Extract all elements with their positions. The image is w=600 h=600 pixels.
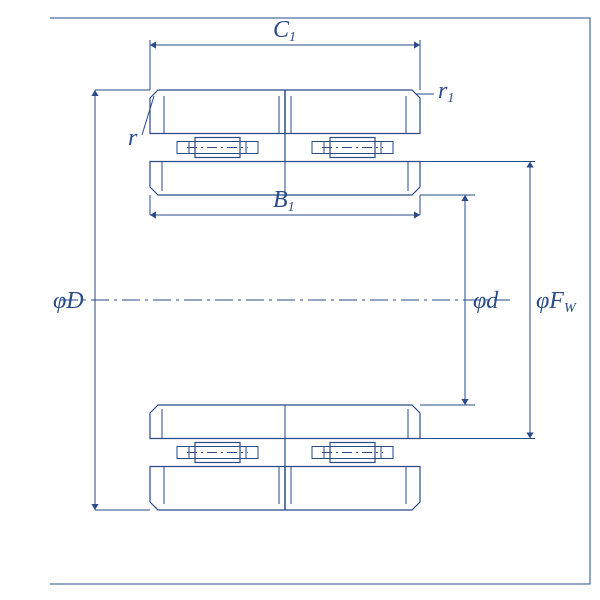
svg-text:r: r [128, 125, 138, 151]
svg-text:r1: r1 [438, 78, 454, 106]
svg-text:φd: φd [473, 288, 499, 314]
svg-text:B1: B1 [273, 187, 295, 215]
svg-text:φD: φD [53, 288, 84, 314]
bearing-diagram: C1 B1 r r1 φD φd φFW [0, 0, 600, 600]
svg-text:φFW: φFW [536, 288, 577, 316]
svg-text:C1: C1 [273, 17, 296, 45]
